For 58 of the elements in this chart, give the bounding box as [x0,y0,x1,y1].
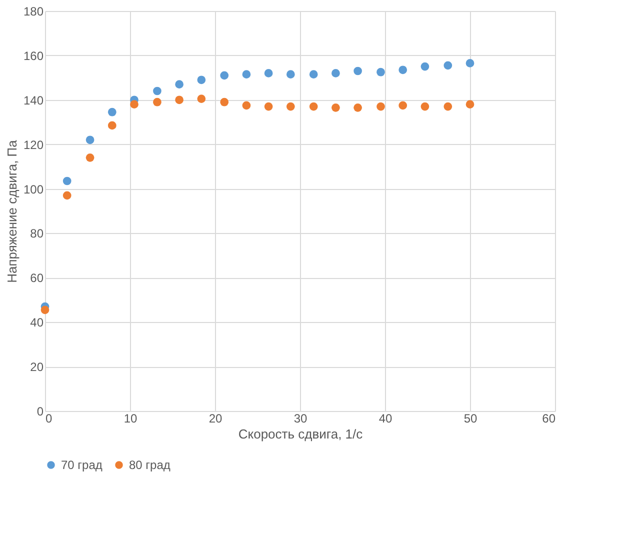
point [376,68,385,76]
point [332,103,340,112]
point [130,100,138,109]
legend-label: 80 град [129,458,170,472]
x-axis-title: Скорость сдвига, 1/с [238,426,364,442]
y-tick-label: 40 [30,316,44,330]
point [153,86,162,96]
point [309,70,318,79]
point [62,191,72,200]
x-tick-label: 60 [542,412,556,426]
point [242,101,251,110]
point [175,80,184,89]
point [376,102,385,111]
x-tick-label: 20 [208,412,222,426]
point [332,69,340,78]
legend-label: 70 град [61,458,102,472]
point [220,71,229,80]
x-tick-label: 0 [46,412,52,426]
point [197,94,206,103]
point [354,103,362,112]
y-tick-label: 140 [23,93,44,108]
point [86,136,94,144]
point [466,100,474,109]
y-tick-label: 100 [23,182,44,196]
point [398,101,408,110]
point [420,102,430,111]
point [309,102,318,111]
point [40,306,50,314]
point [286,102,295,111]
point [108,121,116,130]
y-tick-label: 120 [23,138,44,152]
point [444,61,452,70]
point [153,98,162,106]
x-tick-label: 40 [378,412,392,426]
point [86,153,94,162]
y-tick-label: 160 [23,48,44,63]
y-axis-title: Напряжение сдвига, Па [4,139,20,283]
point [286,70,295,79]
point [444,102,452,111]
point [175,96,184,104]
point [220,98,229,106]
point [197,76,206,84]
point [398,66,408,74]
x-tick-label: 10 [124,412,138,426]
point [354,66,362,76]
point [264,102,273,111]
point [108,108,116,116]
x-tick-label: 50 [464,412,478,426]
x-tick-label: 30 [294,412,308,426]
y-tick-label: 20 [30,360,44,374]
y-tick-label: 60 [30,271,44,286]
point [264,69,273,78]
point [466,59,474,68]
point [62,176,72,186]
y-tick-label: 180 [23,4,44,18]
point [242,70,251,79]
point [420,62,430,71]
y-tick-label: 80 [30,226,44,241]
